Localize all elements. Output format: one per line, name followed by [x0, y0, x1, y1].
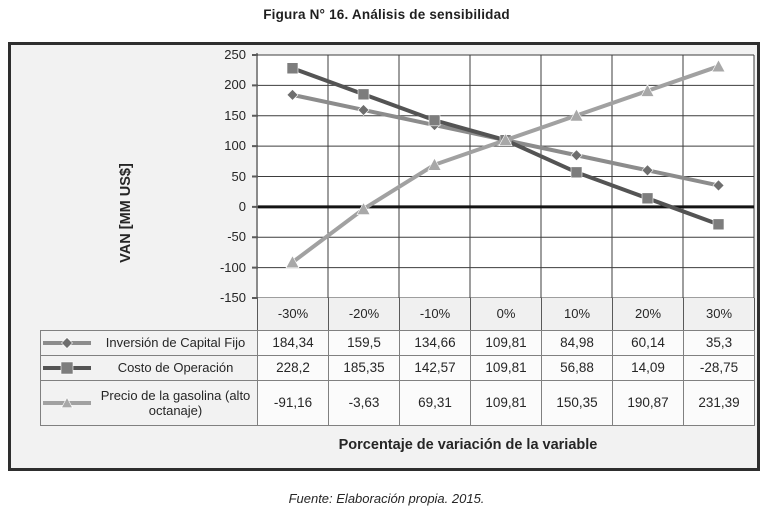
source-note: Fuente: Elaboración propia. 2015.: [288, 491, 485, 506]
square-marker: [428, 114, 441, 127]
category-header: -30%: [257, 298, 329, 331]
series-name: Costo de Operación: [117, 360, 234, 375]
value-cell: 150,35: [541, 379, 613, 426]
category-header-row: -30% -20% -10% 0% 10% 20% 30%: [41, 298, 755, 331]
square-marker: [286, 62, 299, 75]
triangle-legend-sample: [43, 396, 91, 408]
legend-cell: Precio de la gasolina (alto octanaje): [40, 379, 258, 426]
triangle-marker: [427, 157, 442, 171]
x-axis-title: Porcentaje de variación de la variable: [338, 437, 598, 453]
value-cell: -91,16: [257, 379, 329, 426]
value-cell: 14,09: [612, 354, 684, 381]
diamond-marker: [357, 104, 370, 116]
value-cell: 109,81: [470, 354, 542, 381]
value-cell: 228,2: [257, 354, 329, 381]
value-cell: 109,81: [470, 329, 542, 356]
legend-entry: Costo de Operación: [41, 360, 257, 376]
triangle-marker: [60, 396, 74, 408]
y-tick-label: 0: [238, 198, 246, 214]
category-header: 30%: [683, 298, 755, 331]
square-marker: [60, 361, 74, 374]
category-header: 20%: [612, 298, 684, 331]
square-legend-sample: [43, 361, 91, 374]
value-cell: 60,14: [612, 329, 684, 356]
value-cell: 134,66: [399, 329, 471, 356]
value-cell: 185,35: [328, 354, 400, 381]
square-marker: [712, 218, 725, 231]
category-header: 0%: [470, 298, 542, 331]
value-cell: 159,5: [328, 329, 400, 356]
y-tick-label: 150: [224, 107, 246, 123]
value-cell: 184,34: [257, 329, 329, 356]
triangle-marker: [285, 255, 300, 269]
value-cell: 84,98: [541, 329, 613, 356]
square-marker: [570, 166, 583, 179]
series-row: Precio de la gasolina (alto octanaje) -91…: [40, 379, 755, 426]
category-header: -20%: [328, 298, 400, 331]
diamond-marker: [286, 88, 299, 101]
value-cell: 190,87: [612, 379, 684, 426]
series-name: Inversión de Capital Fijo: [105, 335, 246, 350]
value-cell: -3,63: [328, 379, 400, 426]
value-cell: 109,81: [470, 379, 542, 426]
diamond-legend-sample: [43, 336, 91, 349]
table-corner-cell: [41, 298, 258, 330]
diamond-marker: [712, 179, 725, 192]
y-tick-label: 50: [231, 168, 246, 184]
triangle-marker: [498, 133, 513, 146]
chart-frame: VAN [MM US$] 250 200 150 100 50 0 -50 -100 -150 …: [8, 42, 760, 471]
value-cell: 35,3: [683, 329, 755, 356]
diamond-marker: [570, 149, 583, 162]
triangle-marker: [356, 201, 371, 215]
value-cell: 142,57: [399, 354, 471, 381]
series-row: Costo de Operación 228,2 185,35 142,57 109,8…: [40, 354, 755, 381]
y-tick-label: -50: [227, 229, 246, 245]
legend-entry: Inversión de Capital Fijo: [41, 335, 257, 351]
legend-cell: Inversión de Capital Fijo: [40, 329, 258, 356]
data-table: -30% -20% -10% 0% 10% 20% 30% Inversión de Capi…: [40, 298, 755, 426]
y-tick-label: 250: [224, 47, 246, 62]
triangle-marker: [569, 108, 584, 122]
figure-title: Figura N° 16. Análisis de sensibilidad: [263, 7, 510, 22]
diamond-marker: [61, 336, 73, 349]
value-cell: 69,31: [399, 379, 471, 426]
series-row: Inversión de Capital Fijo 184,34 159,5 134,…: [40, 329, 755, 356]
y-axis-title: VAN [MM US$]: [118, 163, 134, 263]
triangle-marker: [711, 59, 726, 73]
y-tick-label: -150: [219, 290, 246, 305]
value-cell: 56,88: [541, 354, 613, 381]
value-cell: -28,75: [683, 354, 755, 381]
square-marker: [641, 192, 654, 205]
triangle-marker: [640, 83, 655, 97]
series-name: Precio de la gasolina (alto octanaje): [100, 387, 251, 418]
y-tick-label: 200: [224, 77, 246, 93]
legend-entry: Precio de la gasolina (alto octanaje): [41, 388, 257, 418]
category-header: 10%: [541, 298, 613, 331]
legend-cell: Costo de Operación: [40, 354, 258, 381]
y-tick-label: -100: [219, 259, 246, 275]
sensitivity-line-chart: [252, 53, 755, 299]
y-tick-label: 100: [224, 138, 246, 154]
diamond-marker: [641, 164, 654, 177]
category-header: -10%: [399, 298, 471, 331]
value-cell: 231,39: [683, 379, 755, 426]
square-marker: [357, 88, 370, 101]
